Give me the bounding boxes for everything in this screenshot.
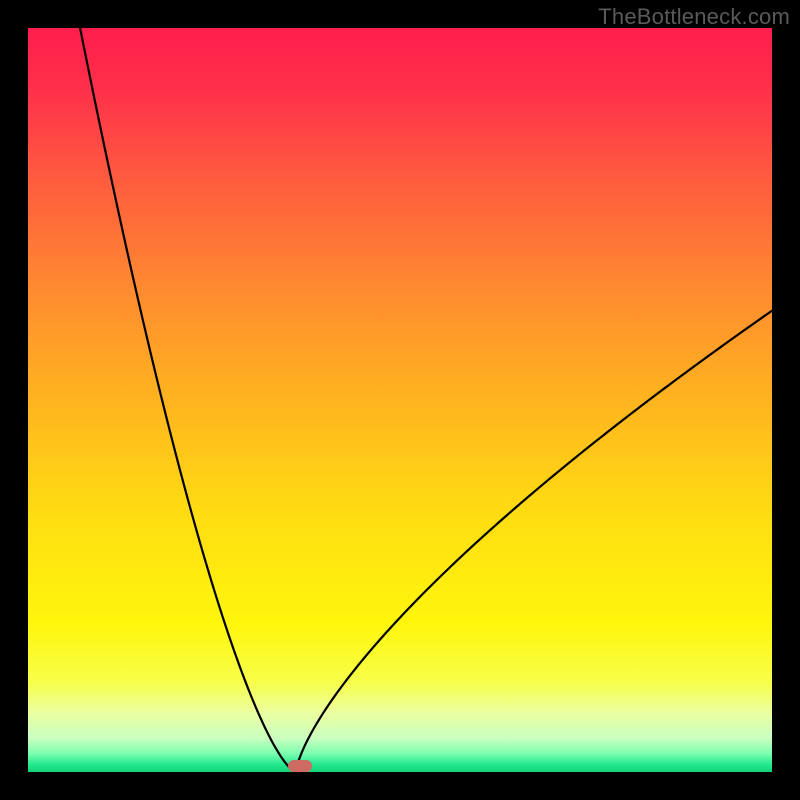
watermark-text: TheBottleneck.com (598, 4, 790, 30)
plot-svg (28, 28, 772, 772)
minimum-marker-pill (288, 760, 312, 772)
minimum-marker (288, 760, 312, 772)
chart-frame: TheBottleneck.com (0, 0, 800, 800)
gradient-background (28, 28, 772, 772)
